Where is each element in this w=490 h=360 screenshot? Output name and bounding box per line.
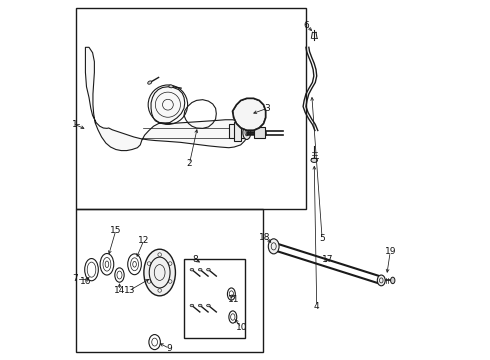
Text: 15: 15: [110, 226, 122, 235]
Text: 4: 4: [314, 302, 319, 311]
Polygon shape: [85, 47, 247, 150]
Ellipse shape: [377, 275, 385, 286]
Ellipse shape: [169, 85, 173, 88]
Text: 2: 2: [187, 159, 192, 168]
Text: 8: 8: [193, 255, 198, 264]
Ellipse shape: [243, 126, 251, 139]
Text: 9: 9: [167, 344, 172, 353]
Bar: [76, 209, 263, 352]
Text: 3: 3: [265, 104, 270, 113]
Ellipse shape: [207, 269, 210, 271]
Text: 12: 12: [138, 236, 149, 245]
Bar: [234, 122, 242, 140]
Ellipse shape: [311, 158, 318, 162]
Ellipse shape: [269, 239, 279, 254]
Ellipse shape: [144, 249, 175, 296]
Text: 10: 10: [236, 323, 247, 332]
Bar: [184, 259, 245, 338]
Text: 14: 14: [114, 286, 125, 295]
Ellipse shape: [190, 304, 194, 307]
Bar: [76, 8, 306, 209]
Text: 6: 6: [304, 21, 310, 30]
Text: 19: 19: [385, 247, 396, 256]
Text: 11: 11: [228, 294, 239, 303]
Text: 13: 13: [124, 286, 135, 295]
Text: 16: 16: [80, 276, 91, 285]
Ellipse shape: [147, 81, 152, 84]
Polygon shape: [232, 98, 266, 131]
Ellipse shape: [207, 304, 210, 307]
Text: 1: 1: [72, 120, 77, 129]
Ellipse shape: [198, 304, 202, 307]
Ellipse shape: [198, 269, 202, 271]
Bar: [254, 127, 265, 138]
Ellipse shape: [391, 277, 395, 284]
Text: 18: 18: [259, 233, 270, 242]
Text: 5: 5: [319, 234, 325, 243]
Text: 17: 17: [322, 255, 333, 264]
Text: 7: 7: [72, 274, 77, 283]
Ellipse shape: [190, 269, 194, 271]
Bar: [229, 125, 246, 138]
